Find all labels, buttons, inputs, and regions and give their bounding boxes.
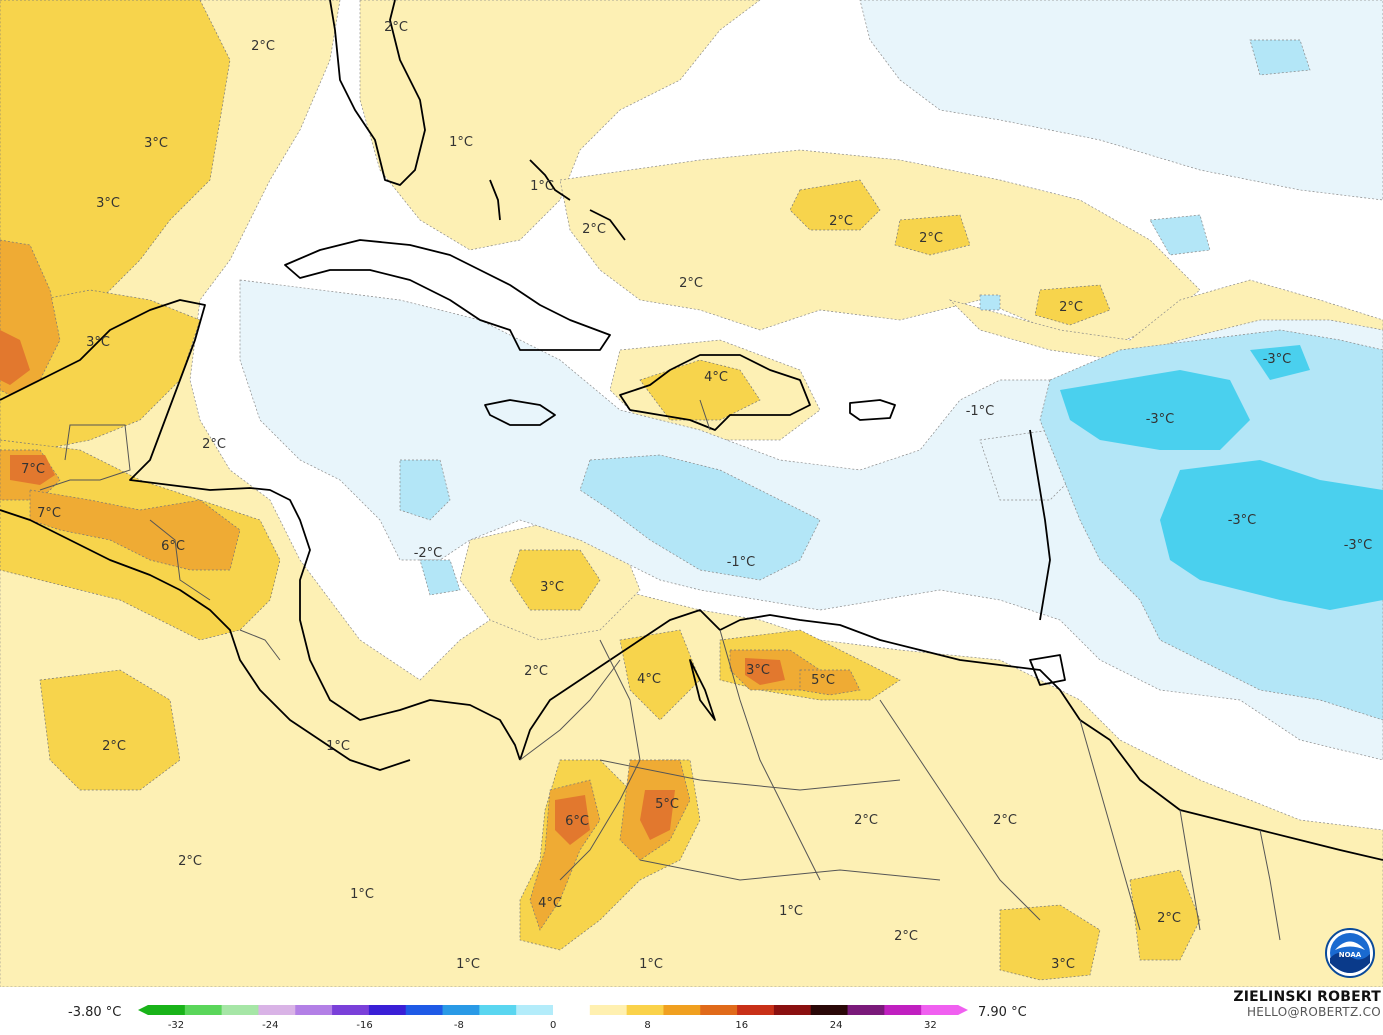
contour-label: 2°C	[178, 854, 202, 869]
color-scale-swatch	[368, 1005, 407, 1015]
contour-label: 2°C	[524, 664, 548, 679]
contour-label: 2°C	[1157, 911, 1181, 926]
coastlines	[0, 0, 1383, 861]
legend-tick-label: -8	[453, 1020, 464, 1031]
color-scale-swatch	[921, 1005, 959, 1015]
contour-label: 2°C	[1059, 300, 1083, 315]
color-scale-swatch	[148, 1005, 186, 1015]
color-scale	[138, 1005, 968, 1015]
contour-label: 2°C	[829, 214, 853, 229]
contour-label: 6°C	[565, 814, 589, 829]
color-scale-swatch	[479, 1005, 517, 1015]
legend-tick-label: -24	[262, 1020, 279, 1031]
color-scale-max-arrow	[958, 1005, 968, 1015]
legend-max-value: 7.90 °C	[978, 1005, 1027, 1020]
contour-label: 2°C	[919, 231, 943, 246]
color-scale-swatch	[589, 1005, 628, 1015]
color-scale-swatch	[184, 1005, 223, 1015]
contour-label: 3°C	[746, 663, 770, 678]
color-scale-swatch	[258, 1005, 296, 1015]
contour-label: -1°C	[727, 555, 756, 570]
svg-text:NOAA: NOAA	[1339, 951, 1362, 959]
contour-label: 3°C	[540, 580, 564, 595]
legend-tick-label: 0	[550, 1020, 557, 1031]
color-scale-swatch	[810, 1005, 849, 1015]
contour-label: 1°C	[530, 179, 554, 194]
color-scale-swatch	[700, 1005, 738, 1015]
legend-tick-label: 16	[735, 1020, 749, 1031]
author-credit: ZIELINSKI ROBERT HELLO@ROBERTZ.CO	[1233, 989, 1381, 1019]
legend-bar: -3.80 °C 7.90 °C -32 -24 -16 -8 0 8 16 24 32 ZIE…	[0, 987, 1383, 1035]
contour-label: -3°C	[1228, 513, 1257, 528]
author-email: HELLO@ROBERTZ.CO	[1246, 1005, 1381, 1019]
contour-label: -2°C	[414, 546, 443, 561]
contour-label: 1°C	[350, 887, 374, 902]
contour-label: -1°C	[966, 404, 995, 419]
contour-label: 2°C	[679, 276, 703, 291]
legend-tick-label: 24	[829, 1020, 843, 1031]
color-scale-swatch	[442, 1005, 480, 1015]
color-scale-swatch	[516, 1005, 554, 1015]
contour-label: 4°C	[637, 672, 661, 687]
color-scale-swatch	[405, 1005, 444, 1015]
contour-label: -3°C	[1263, 352, 1292, 367]
color-scale-swatch	[332, 1005, 370, 1015]
contour-label: 1°C	[449, 135, 473, 150]
contour-label: 2°C	[894, 929, 918, 944]
legend-min-value: -3.80 °C	[68, 1005, 122, 1020]
contour-label: 3°C	[96, 196, 120, 211]
contour-label: 2°C	[582, 222, 606, 237]
color-scale-swatch	[773, 1005, 812, 1015]
contour-label: 3°C	[86, 335, 110, 350]
noaa-logo-icon: NOAA	[1325, 928, 1375, 978]
legend-tick-label: -32	[167, 1020, 185, 1031]
color-scale-swatch	[626, 1005, 664, 1015]
map-canvas: 2°C 2°C 3°C 3°C 1°C 1°C 2°C 2°C 2°C 2°C 2°C 3°C 4°C -…	[0, 0, 1383, 987]
color-scale-swatch	[847, 1005, 885, 1015]
contour-label: 6°C	[161, 539, 185, 554]
contour-label: 5°C	[655, 797, 679, 812]
color-scale-swatch	[295, 1005, 333, 1015]
author-name: ZIELINSKI ROBERT	[1233, 989, 1381, 1005]
contour-label: -3°C	[1146, 412, 1175, 427]
contour-label: 2°C	[384, 20, 408, 35]
contour-label: 2°C	[993, 813, 1017, 828]
color-scale-min-arrow	[138, 1005, 148, 1015]
warm-hot-field	[0, 330, 785, 845]
contour-label: 2°C	[251, 39, 275, 54]
contour-label: 3°C	[1051, 957, 1075, 972]
legend-tick-label: 8	[644, 1020, 651, 1031]
contour-label: 1°C	[456, 957, 480, 972]
contour-label: 4°C	[704, 370, 728, 385]
contour-label: 1°C	[326, 739, 350, 754]
contour-label: 2°C	[202, 437, 226, 452]
color-scale-swatch	[553, 1005, 591, 1015]
contour-label: 1°C	[639, 957, 663, 972]
noaa-logo: NOAA	[1325, 928, 1375, 978]
contour-label: 1°C	[779, 904, 803, 919]
contour-label: 2°C	[854, 813, 878, 828]
legend-tick-label: 32	[924, 1020, 937, 1031]
contour-label: 4°C	[538, 896, 562, 911]
contour-label: 2°C	[102, 739, 126, 754]
contour-label: 7°C	[37, 506, 61, 521]
color-scale-swatch	[221, 1005, 259, 1015]
cool-strong-field	[1060, 345, 1383, 610]
contour-label: -3°C	[1344, 538, 1373, 553]
color-scale-swatch	[884, 1005, 922, 1015]
legend-tick-label: -16	[356, 1020, 373, 1031]
color-scale-swatch	[663, 1005, 701, 1015]
contour-labels: 2°C 2°C 3°C 3°C 1°C 1°C 2°C 2°C 2°C 2°C 2°C 3°C 4°C -…	[21, 20, 1372, 972]
temperature-anomaly-map: 2°C 2°C 3°C 3°C 1°C 1°C 2°C 2°C 2°C 2°C 2°C 3°C 4°C -…	[0, 0, 1383, 987]
contour-label: 5°C	[811, 673, 835, 688]
contour-label: 7°C	[21, 462, 45, 477]
color-scale-swatch	[737, 1005, 775, 1015]
country-borders	[39, 399, 1281, 941]
contour-label: 3°C	[144, 136, 168, 151]
